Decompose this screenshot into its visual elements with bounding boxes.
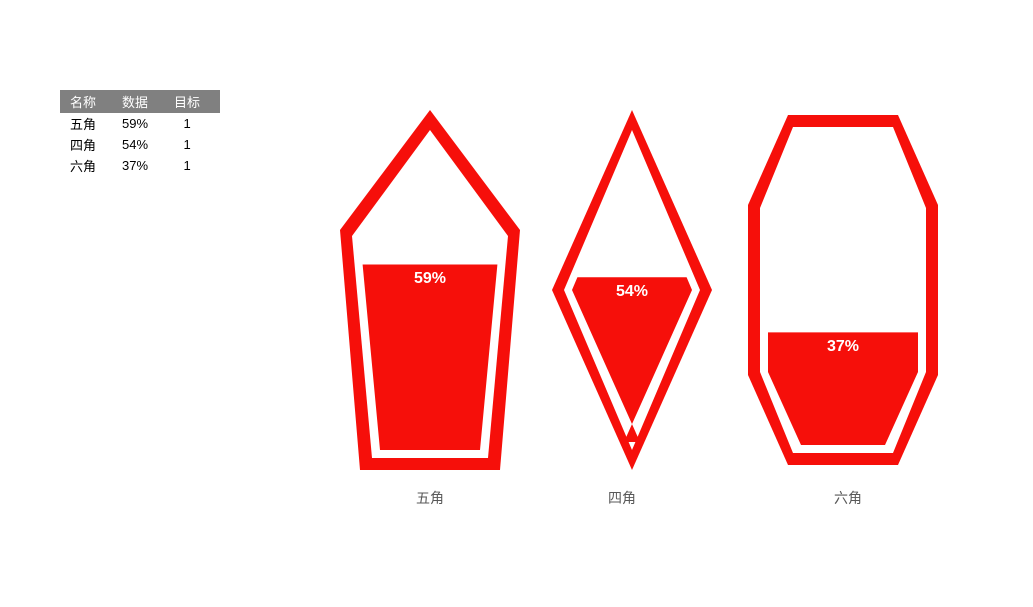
category-label-diamond: 四角 — [532, 488, 712, 508]
cell-data: 37% — [112, 155, 164, 176]
vessel-hexagon: 37% — [738, 100, 948, 480]
cell-name: 四角 — [60, 134, 112, 155]
cell-target: 1 — [164, 134, 220, 155]
cell-name: 五角 — [60, 113, 112, 134]
col-name: 名称 — [60, 90, 112, 113]
col-data: 数据 — [112, 90, 164, 113]
category-label-hexagon: 六角 — [743, 488, 953, 508]
category-label-pentagon: 五角 — [330, 488, 530, 508]
cell-data: 59% — [112, 113, 164, 134]
cell-target: 1 — [164, 155, 220, 176]
data-table: 名称 数据 目标 五角 59% 1 四角 54% 1 六角 37% 1 — [60, 90, 220, 176]
table-row: 六角 37% 1 — [60, 155, 220, 176]
table-row: 五角 59% 1 — [60, 113, 220, 134]
vessel-diamond: 54% — [542, 100, 722, 480]
cell-data: 54% — [112, 134, 164, 155]
cell-target: 1 — [164, 113, 220, 134]
table-row: 四角 54% 1 — [60, 134, 220, 155]
vessel-pentagon: 59% — [330, 100, 530, 480]
col-target: 目标 — [164, 90, 220, 113]
infographic-chart: 59% 五角 54% 四角 37% 六角 — [330, 100, 990, 540]
cell-name: 六角 — [60, 155, 112, 176]
